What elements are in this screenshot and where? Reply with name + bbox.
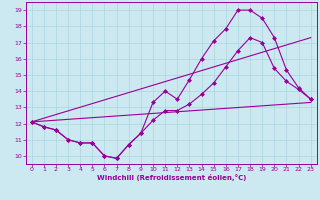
X-axis label: Windchill (Refroidissement éolien,°C): Windchill (Refroidissement éolien,°C) [97,174,246,181]
